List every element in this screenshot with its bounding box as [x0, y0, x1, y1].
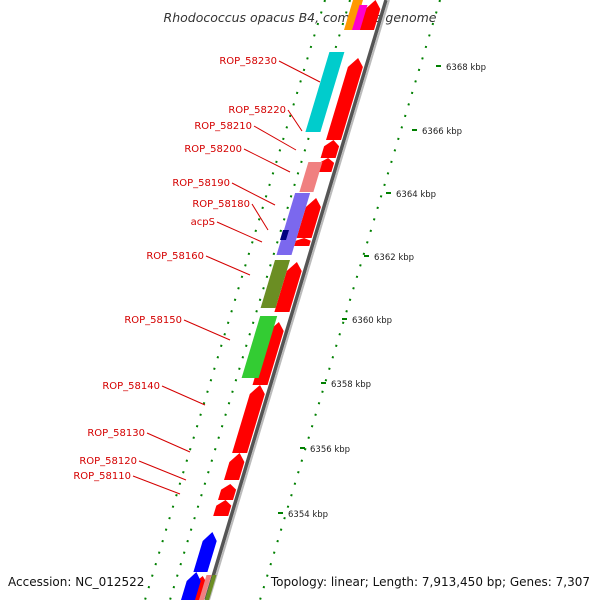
label-leader: [278, 60, 321, 83]
gene-red-5: [296, 198, 321, 238]
label-leader: [205, 255, 251, 276]
dot-track-right: [259, 0, 441, 600]
gene-label: ROP_58130: [87, 428, 145, 439]
scale-tick-label: 6360 kbp: [352, 316, 392, 326]
gene-olive-small: [205, 575, 217, 600]
scale-ticks: 6368 kbp 6366 kbp 6364 kbp 6362 kbp 6360 kbp…: [278, 63, 486, 520]
gene-red-7: [274, 262, 302, 312]
label-leader: [132, 475, 181, 495]
gene-green: [241, 316, 278, 378]
label-leader: [161, 385, 206, 406]
gene-label: ROP_58180: [192, 199, 250, 210]
gene-pink-small: [199, 575, 212, 600]
gene-orange: [344, 0, 363, 30]
genome-axis: [204, 0, 390, 600]
dot-track-left-outer: [144, 0, 326, 600]
gene-red-11: [218, 484, 237, 500]
label-leader: [138, 460, 187, 481]
gene-red-6: [294, 238, 311, 246]
gene-label: ROP_58110: [73, 471, 131, 482]
gene-red-12: [213, 500, 232, 516]
gene-label: ROP_58230: [219, 56, 277, 67]
gene-label: ROP_58140: [102, 381, 160, 392]
gene-blue-1: [193, 532, 217, 572]
gene-label: ROP_58160: [146, 251, 204, 262]
gene-red-3: [320, 140, 340, 158]
gene-label: ROP_58220: [228, 105, 286, 116]
gene-label: ROP_58120: [79, 456, 137, 467]
gene-salmon: [299, 162, 323, 192]
scale-tick-label: 6368 kbp: [446, 63, 486, 73]
gene-olive: [260, 260, 290, 308]
scale-tick-label: 6364 kbp: [396, 190, 436, 200]
label-leader: [243, 148, 291, 173]
accession-text: Accession: NC_012522: [8, 575, 144, 589]
dotted-tracks: [144, 0, 441, 600]
gene-magenta: [352, 5, 368, 30]
gene-red-1: [359, 0, 381, 30]
label-leader: [231, 182, 276, 206]
gene-labels: ROP_58230 ROP_58220 ROP_58210 ROP_58200 ROP_…: [73, 56, 321, 495]
gene-navy: [280, 230, 289, 240]
scale-tick-label: 6366 kbp: [422, 127, 462, 137]
gene-label: acpS: [191, 217, 215, 228]
gene-cyan: [305, 52, 345, 132]
gene-blue-2: [181, 572, 201, 600]
gene-features: [181, 0, 381, 600]
gene-red-4: [316, 158, 335, 172]
gene-label: ROP_58200: [184, 144, 242, 155]
gene-label: ROP_58210: [194, 121, 252, 132]
gene-red-2: [326, 58, 363, 140]
gene-label: ROP_58150: [124, 315, 182, 326]
label-leader: [146, 432, 191, 453]
topology-text: Topology: linear; Length: 7,913,450 bp; …: [270, 575, 590, 589]
label-leader: [251, 203, 269, 231]
gene-label: ROP_58190: [172, 178, 230, 189]
scale-tick-label: 6356 kbp: [310, 445, 350, 455]
label-leader: [216, 221, 263, 243]
scale-tick-label: 6354 kbp: [288, 510, 328, 520]
gene-red-10: [224, 453, 245, 480]
scale-tick-label: 6358 kbp: [331, 380, 371, 390]
label-leader: [183, 319, 231, 341]
dot-track-left-inner: [169, 0, 351, 600]
label-leader: [287, 109, 303, 132]
label-leader: [253, 125, 297, 151]
genome-title: Rhodococcus opacus B4, complete genome: [164, 10, 437, 25]
axis-line-light: [208, 0, 390, 600]
gene-red-9: [232, 385, 265, 453]
scale-tick-label: 6362 kbp: [374, 253, 414, 263]
axis-line-dark: [204, 0, 388, 600]
